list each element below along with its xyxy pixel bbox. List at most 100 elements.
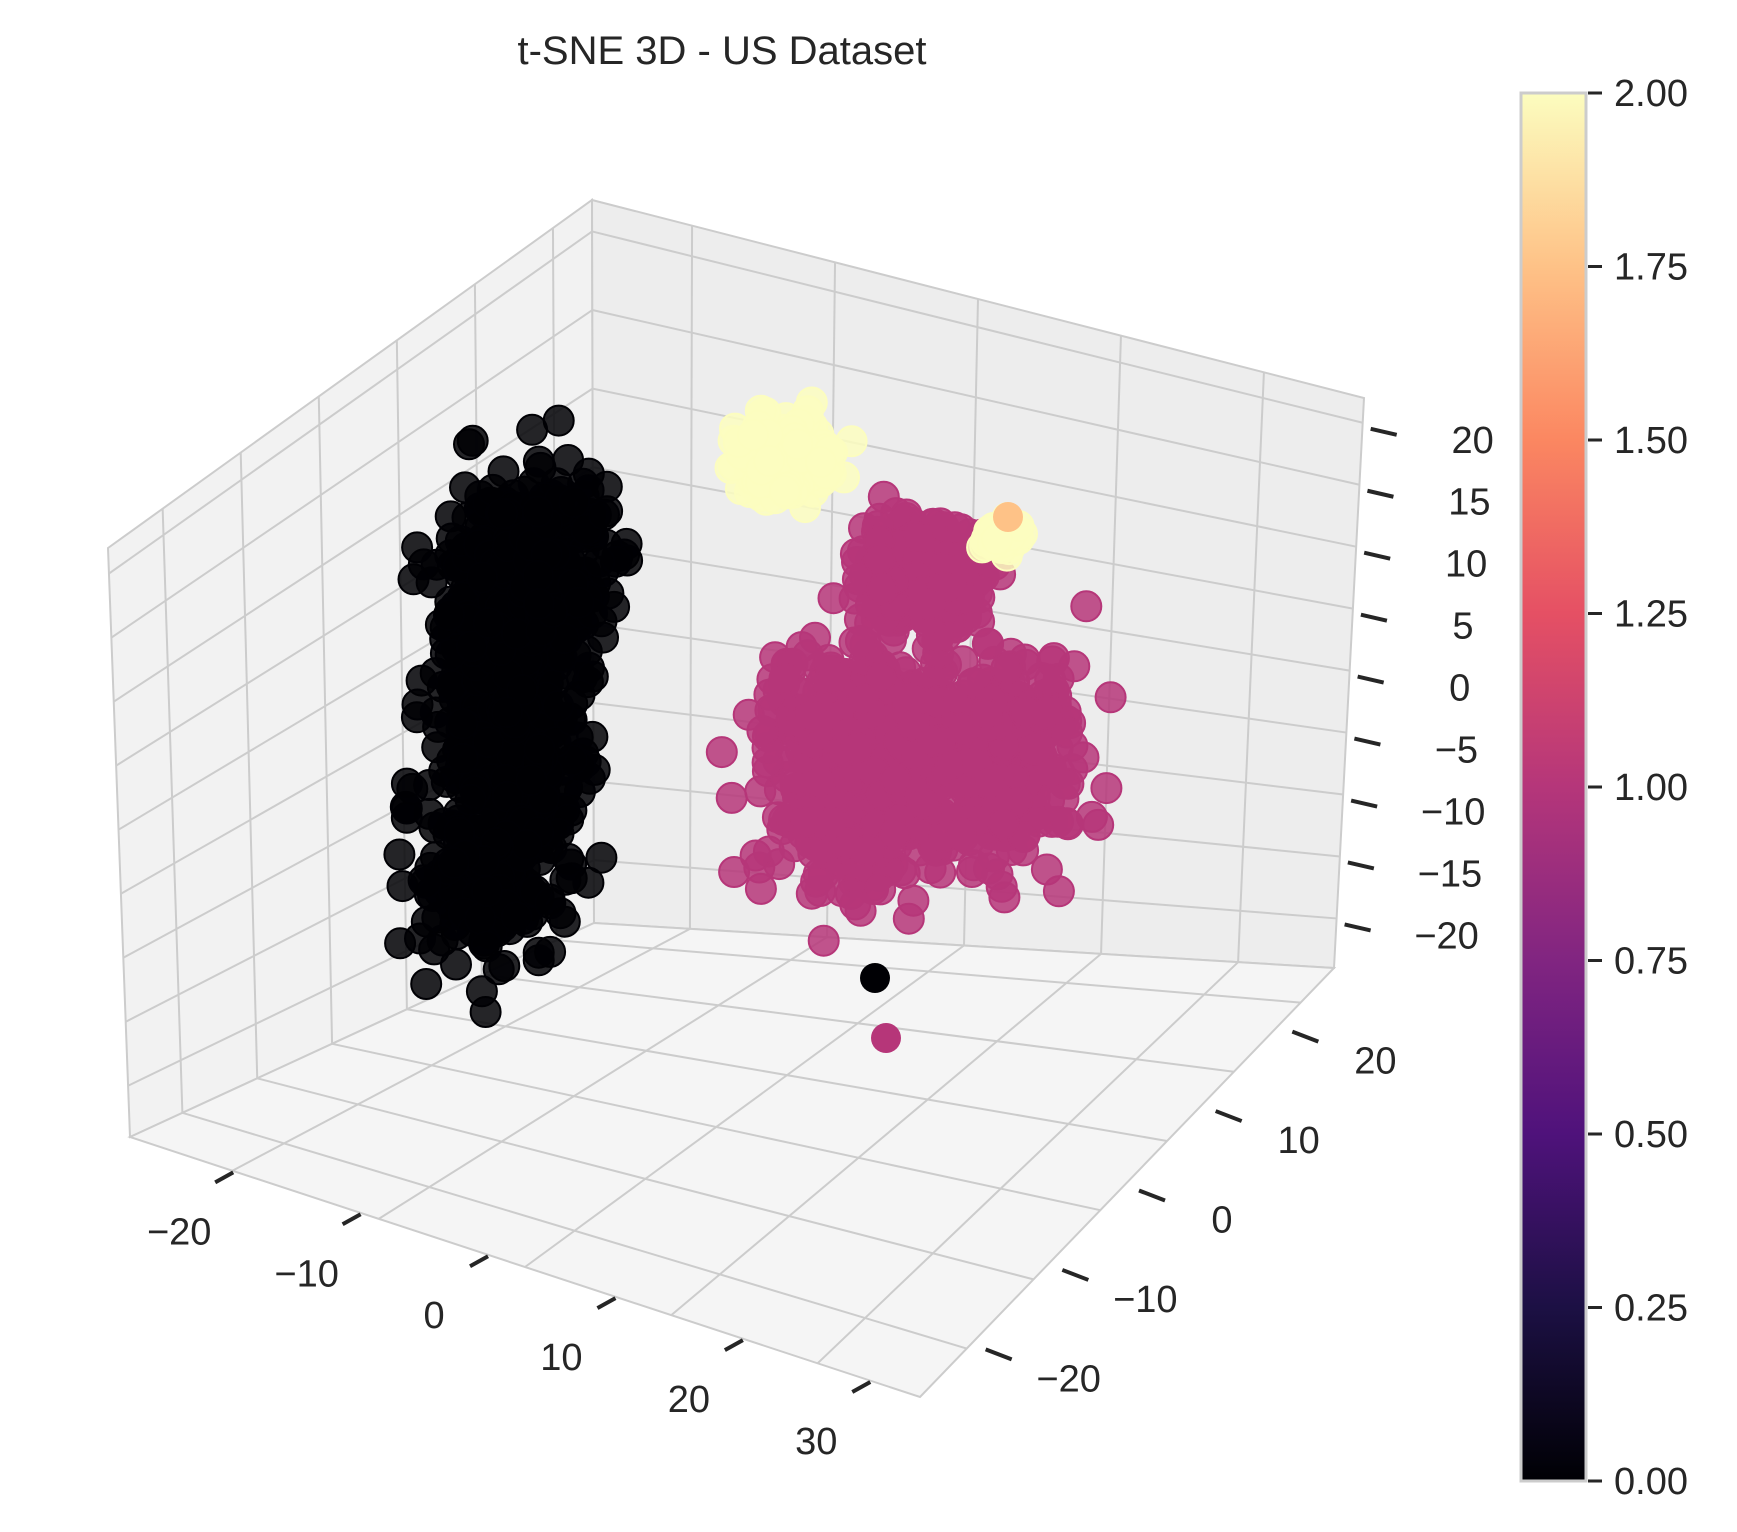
gridline-z-right [591,230,1363,424]
colorbar: 0.00 0.25 0.50 0.75 1.00 1.25 1.50 1.75 2.00 [1519,73,1688,1503]
x-tick-label: 30 [795,1421,837,1463]
y-tick-label: −20 [1036,1358,1100,1400]
gridline-x-wall [317,396,334,1044]
scatter-point-class-1 [1082,808,1115,841]
tick-mark [984,1347,1013,1362]
colorbar-tick-label: 1.00 [1614,767,1688,809]
scatter-point-class-1 [807,924,840,957]
scatter-point-class-1 [977,840,1010,873]
scatter-point-class-1 [1050,807,1083,840]
gridline-x-wall [239,452,259,1079]
z-tick-label: 5 [1452,606,1473,648]
scatter-point-class-1 [1051,716,1083,749]
scatter-point-class-1 [795,700,828,733]
gridline-y-floor [378,936,828,1220]
scatter-point-class-0 [419,696,452,729]
scatter-point-class-0 [516,413,549,446]
colorbar-tick-label: 2.00 [1614,73,1688,115]
scatter-point-class-1 [1035,756,1068,789]
gridline-z-right [593,859,1337,920]
scatter-point-class-1 [746,715,779,747]
colorbar-ticks: 0.00 0.25 0.50 0.75 1.00 1.25 1.50 1.75 2.00 [1588,73,1688,1503]
scatter-point-class-0 [534,887,567,920]
tick-mark [1214,1109,1243,1123]
gridline-y-floor [231,927,691,1172]
scatter-point-class-1 [1058,650,1091,683]
scatter-point-class-0 [383,838,416,871]
scatter-point-class-0 [491,696,524,729]
colorbar-tick-label: 0.25 [1614,1288,1688,1330]
scatter-point-class-0 [576,720,609,753]
tick-mark [1344,922,1372,933]
scatter-point-class-0 [446,707,479,740]
colorbar-tick-label: 1.50 [1614,420,1688,462]
colorbar-tick-label: 1.75 [1614,247,1688,289]
scatter-point-class-0 [510,828,543,861]
scatter-point-class-1 [1067,741,1100,774]
scatter-point-class-1 [988,881,1021,914]
z-tick-label: 20 [1452,420,1494,462]
gridline-z-left [110,309,593,639]
scatter-point-class-0 [472,726,504,759]
scatter-point-class-1 [768,662,801,695]
scatter-point-class-0 [433,599,465,632]
scatter-point-class-0 [437,846,470,879]
gridline-x-wall [161,508,184,1113]
scatter-point-class-0 [542,404,575,437]
scatter-point-class-1 [897,884,930,917]
scatter-point-class-0 [522,944,555,977]
scatter-point-class-1 [839,731,872,764]
scatter-point-class-1 [839,888,872,921]
scatter-point-class-1 [1019,733,1051,766]
axis-ticks: −20 −10 0 10 20 30 −20 −10 0 10 20 −20 −15 −10 −5 0 5 10 1… [147,420,1494,1463]
chart-title: t-SNE 3D - US Dataset [517,29,926,73]
tick-mark [1347,860,1375,871]
scatter-point-class-1 [715,781,748,814]
scatter-point-class-1 [814,806,847,839]
scatter-point-class-1 [1034,663,1067,696]
scatter-point-class-1 [945,817,977,850]
scatter-point-class-0 [464,902,497,935]
y-tick-label: 0 [1211,1200,1232,1242]
scatter-point-class-1 [863,542,896,575]
scatter-point-class-0 [486,497,519,530]
scatter-point-class-1 [1094,681,1127,714]
colorbar-gradient [1519,91,1588,1483]
scatter-point-class-0 [506,673,539,706]
tick-mark [469,1254,490,1268]
gridline-y-wall [1237,372,1265,963]
scatter-point-class-1 [844,625,877,657]
tick-mark [1350,798,1378,809]
gridline-z-right [592,387,1357,548]
scatter-point-class-1 [987,807,1020,840]
scatter-point-class-1 [973,767,1006,800]
scatter-point-class-0 [404,922,436,955]
z-tick-label: 10 [1445,544,1487,586]
scatter-point-class-2 [993,502,1023,532]
scatter-point-class-1 [915,725,948,758]
scatter-point-class-0 [521,495,554,528]
y-tick-label: −10 [1113,1279,1177,1321]
scatter-point-class-1 [1031,697,1063,730]
colorbar-tick-label: 1.25 [1614,594,1688,636]
scatter-point-class-1 [913,588,946,621]
tick-mark [1357,674,1385,685]
scatter-point-class-0 [542,690,575,722]
x-tick-label: −20 [147,1211,211,1253]
tick-mark [1363,550,1391,561]
x-tick-label: 0 [423,1295,444,1337]
scatter-point-class-1 [879,762,912,795]
z-tick-label: 0 [1449,668,1470,710]
scatter-point-class-1 [739,839,772,872]
scatter-point-class-1 [871,1023,901,1053]
scatter-point-class-0 [583,545,616,578]
scatter-point-class-0 [522,587,555,620]
scatter-point-class-1 [852,834,885,867]
scatter-point-class-0 [585,841,618,874]
scatter-point-class-1 [846,683,879,716]
scatter-point-class-0 [401,531,434,564]
gridline-z-right [592,309,1360,486]
colorbar-tick-label: 0.75 [1614,941,1688,983]
tick-mark [723,1338,744,1352]
